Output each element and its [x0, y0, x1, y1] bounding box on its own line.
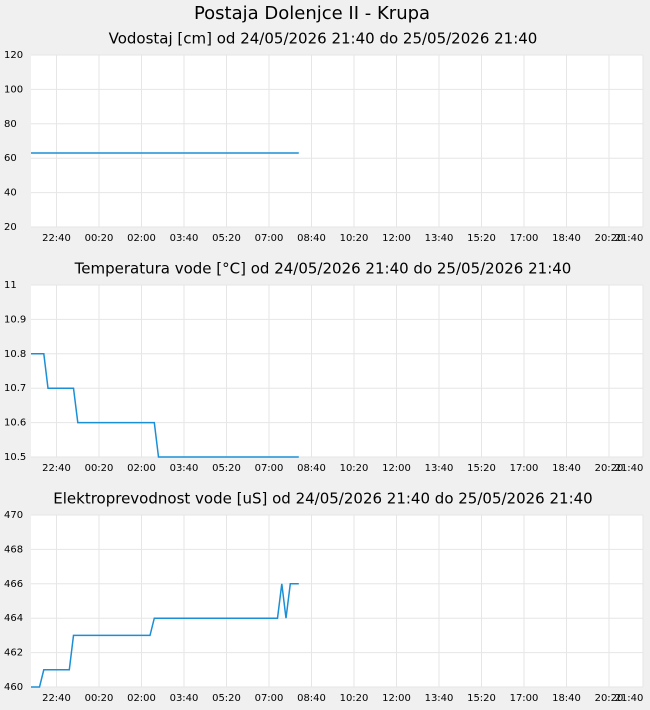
y-tick-label: 468 [4, 544, 23, 555]
x-tick-label: 21:40 [615, 463, 644, 474]
x-tick-label: 15:20 [467, 233, 496, 244]
data-line [31, 353, 299, 458]
x-tick-label: 12:00 [382, 233, 411, 244]
y-tick-label: 470 [4, 510, 23, 521]
y-tick-label: 466 [4, 579, 23, 590]
x-tick-label: 18:40 [552, 233, 581, 244]
y-tick-label: 100 [4, 84, 23, 95]
x-tick-label: 18:40 [552, 693, 581, 704]
x-tick-label: 12:00 [382, 693, 411, 704]
y-tick-label: 120 [4, 50, 23, 61]
y-tick-label: 462 [4, 648, 23, 659]
x-tick-label: 22:40 [42, 693, 71, 704]
chart-subtitle: Vodostaj [cm] od 24/05/2026 21:40 do 25/… [109, 30, 538, 48]
x-tick-label: 13:40 [425, 463, 454, 474]
x-tick-label: 15:20 [467, 463, 496, 474]
plot-area [31, 285, 643, 457]
x-tick-label: 02:00 [127, 233, 156, 244]
y-tick-label: 460 [4, 682, 23, 693]
x-tick-label: 05:20 [212, 693, 241, 704]
chart-subtitle: Temperatura vode [°C] od 24/05/2026 21:4… [74, 260, 572, 278]
y-tick-label: 80 [4, 119, 17, 130]
x-tick-label: 03:40 [170, 693, 199, 704]
x-tick-label: 08:40 [297, 693, 326, 704]
y-tick-label: 10.9 [4, 314, 26, 325]
x-tick-label: 22:40 [42, 463, 71, 474]
y-tick-label: 60 [4, 153, 17, 164]
x-tick-label: 08:40 [297, 233, 326, 244]
x-tick-label: 13:40 [425, 693, 454, 704]
x-tick-label: 07:00 [255, 233, 284, 244]
x-tick-label: 17:00 [510, 233, 539, 244]
x-tick-label: 10:20 [340, 693, 369, 704]
y-tick-label: 11 [4, 280, 17, 291]
x-tick-label: 21:40 [615, 233, 644, 244]
x-tick-label: 12:00 [382, 463, 411, 474]
x-tick-label: 03:40 [170, 233, 199, 244]
x-tick-label: 10:20 [340, 233, 369, 244]
x-tick-label: 20:20 [595, 233, 624, 244]
x-tick-label: 03:40 [170, 463, 199, 474]
x-tick-label: 00:20 [85, 233, 114, 244]
x-tick-label: 20:20 [595, 463, 624, 474]
plot-area [31, 55, 643, 227]
x-tick-label: 02:00 [127, 463, 156, 474]
data-line [31, 583, 299, 688]
y-tick-label: 10.7 [4, 383, 26, 394]
x-tick-label: 00:20 [85, 463, 114, 474]
y-tick-label: 20 [4, 222, 17, 233]
x-tick-label: 07:00 [255, 463, 284, 474]
x-tick-label: 00:20 [85, 693, 114, 704]
y-tick-label: 10.8 [4, 349, 26, 360]
x-tick-label: 05:20 [212, 463, 241, 474]
y-tick-label: 10.6 [4, 418, 26, 429]
y-tick-label: 40 [4, 188, 17, 199]
x-tick-label: 10:20 [340, 463, 369, 474]
x-tick-label: 17:00 [510, 463, 539, 474]
x-tick-label: 13:40 [425, 233, 454, 244]
x-tick-label: 20:20 [595, 693, 624, 704]
x-tick-label: 02:00 [127, 693, 156, 704]
x-tick-label: 21:40 [615, 693, 644, 704]
x-tick-label: 17:00 [510, 693, 539, 704]
y-tick-label: 464 [4, 613, 23, 624]
x-tick-label: 22:40 [42, 233, 71, 244]
plot-area [31, 515, 643, 687]
page-title: Postaja Dolenjce II - Krupa [194, 3, 430, 24]
x-tick-label: 07:00 [255, 693, 284, 704]
x-tick-label: 18:40 [552, 463, 581, 474]
chart-subtitle: Elektroprevodnost vode [uS] od 24/05/202… [53, 490, 592, 508]
y-tick-label: 10.5 [4, 452, 26, 463]
x-tick-label: 05:20 [212, 233, 241, 244]
x-tick-label: 15:20 [467, 693, 496, 704]
x-tick-label: 08:40 [297, 463, 326, 474]
